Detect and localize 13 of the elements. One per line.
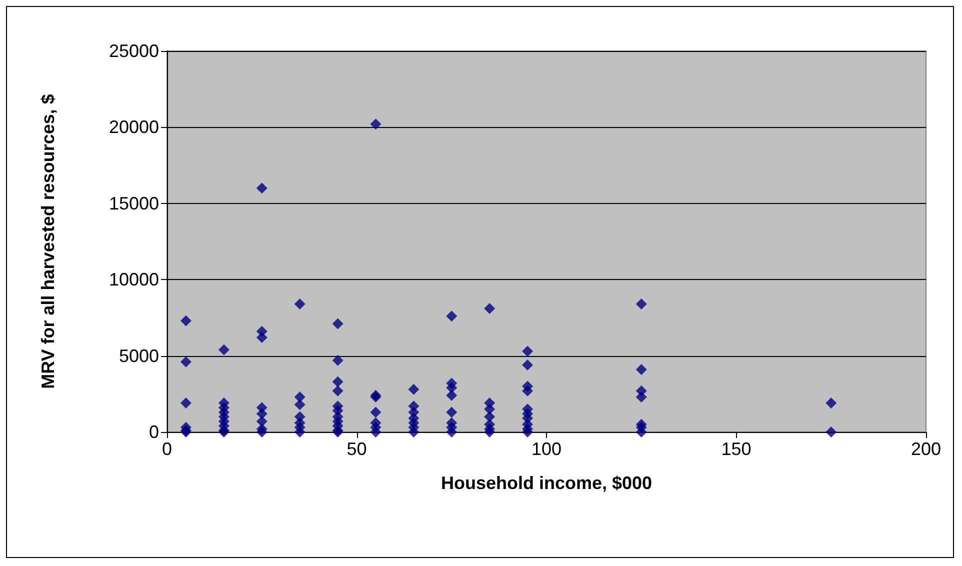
x-tick-label: 150: [721, 439, 752, 459]
y-axis-title: MRV for all harvested resources, $: [38, 94, 58, 389]
y-tick-label: 15000: [108, 193, 159, 214]
y-tick-label: 25000: [108, 41, 159, 61]
x-tick-label: 100: [531, 439, 562, 459]
y-tick-label: 5000: [118, 346, 159, 366]
x-tick-label: 50: [346, 439, 367, 459]
y-tick-label: 20000: [108, 117, 159, 138]
x-tick-label: 200: [910, 439, 942, 459]
x-tick-label: 0: [162, 439, 172, 459]
y-tick-label: 10000: [108, 270, 159, 290]
x-axis-title: Household income, $000: [440, 473, 652, 493]
y-tick-label: 0: [148, 422, 159, 442]
